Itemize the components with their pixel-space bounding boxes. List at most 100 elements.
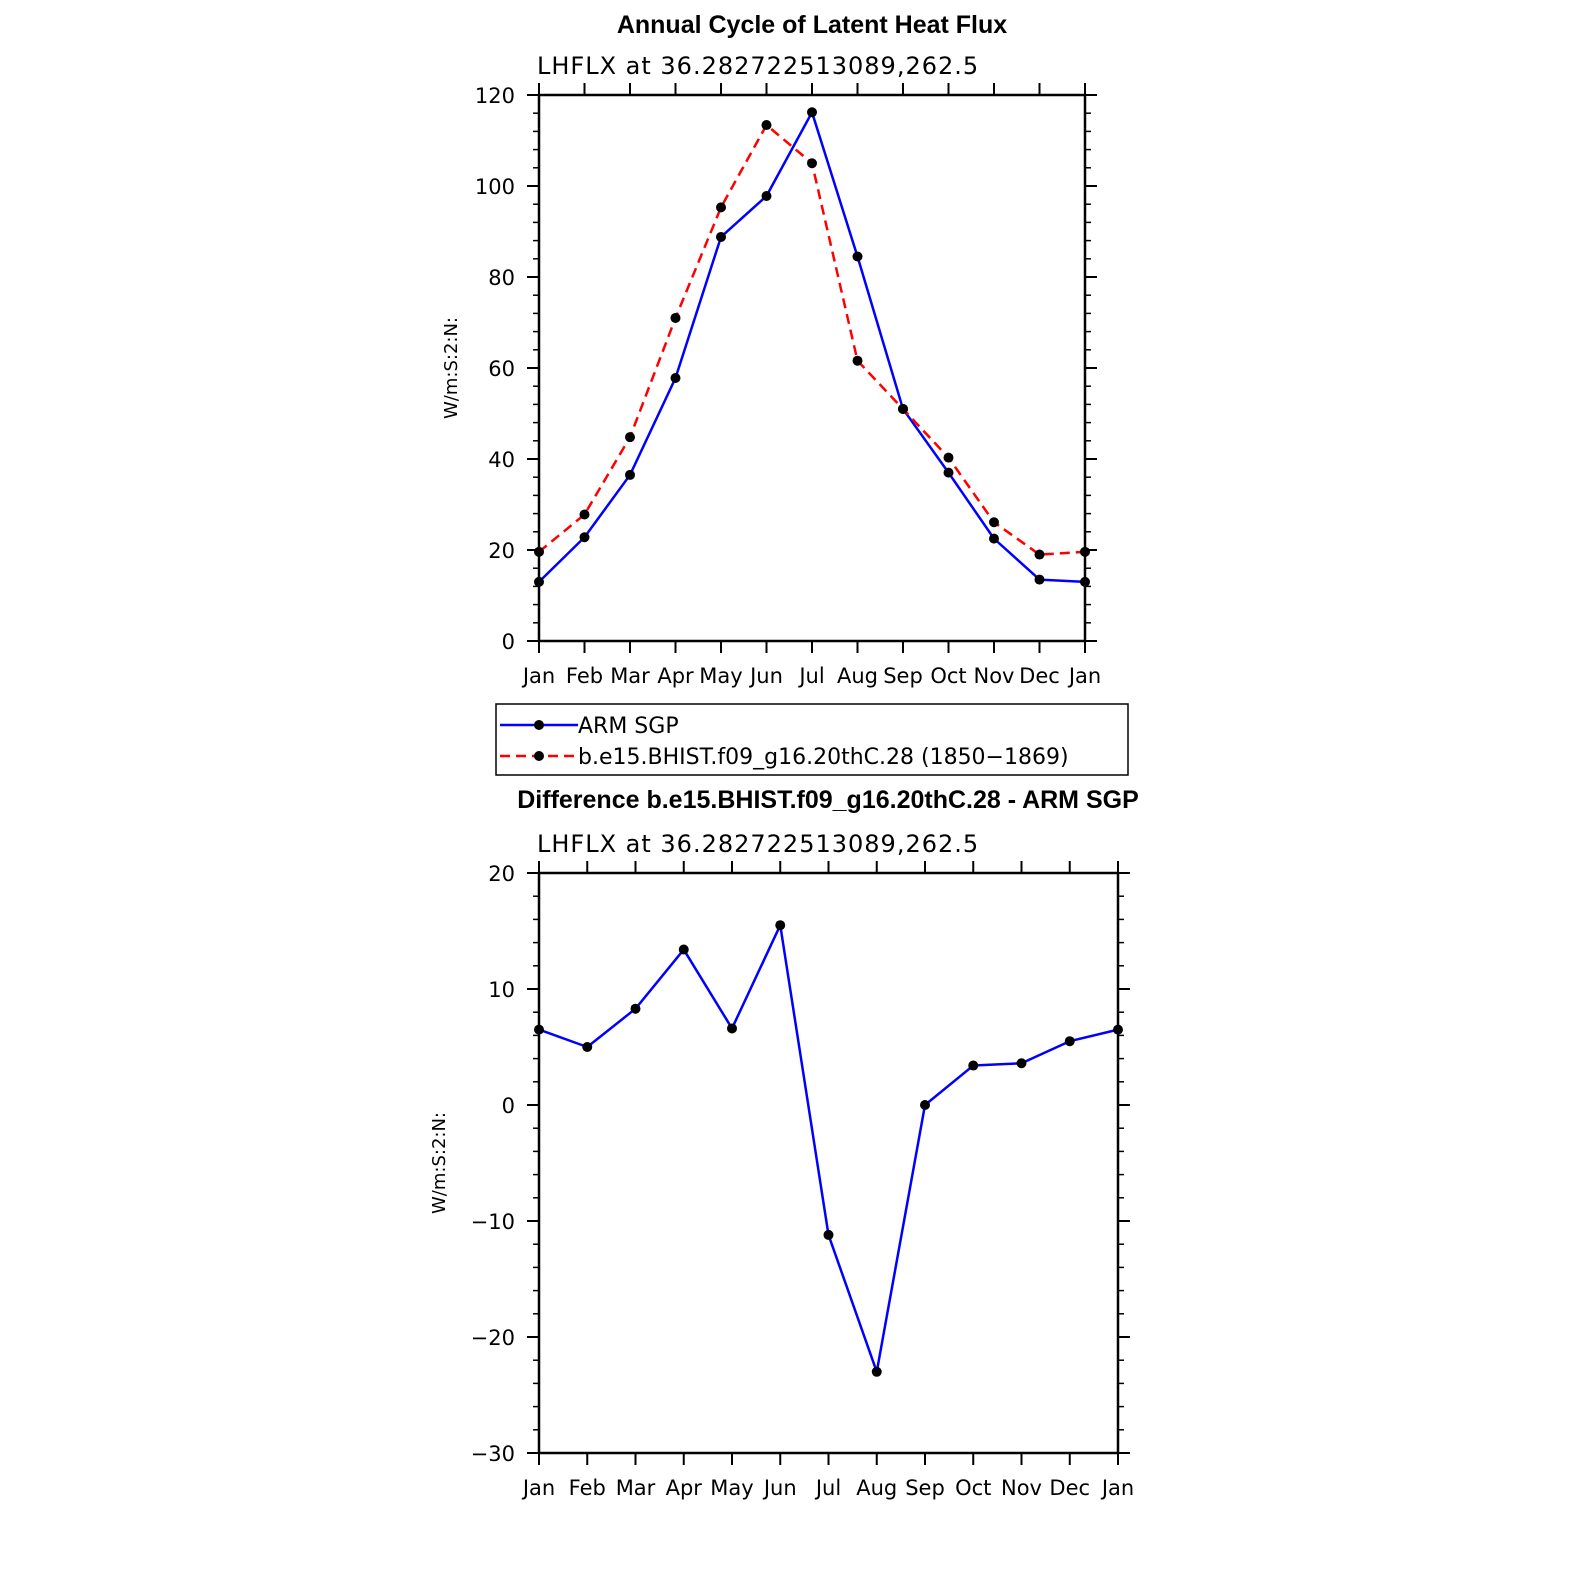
legend-marker-arm-sgp — [534, 720, 544, 730]
chart2-point-0 — [582, 1042, 593, 1052]
chart1-xtick-label: Sep — [883, 664, 923, 688]
chart2-series — [534, 920, 1123, 1377]
chart2-point-0 — [871, 1366, 882, 1377]
chart1-point-0 — [625, 469, 635, 480]
chart1-point-1 — [625, 432, 635, 443]
chart2-point-0 — [678, 944, 689, 955]
chart2-xtick-label: Aug — [856, 1476, 897, 1500]
chart1-xtick-label: Nov — [974, 664, 1015, 688]
chart1-subtitle: LHFLX at 36.282722513089,262.5 — [537, 52, 979, 80]
chart2-ytick-label: −20 — [471, 1326, 515, 1350]
chart2-ytick-label: 20 — [488, 862, 515, 886]
chart1-xtick-label: Jan — [1067, 664, 1101, 688]
chart1-xtick-label: Oct — [930, 664, 966, 688]
chart2-point-0 — [727, 1023, 737, 1034]
chart2-point-0 — [968, 1060, 979, 1071]
chart1-ytick-label: 120 — [475, 84, 515, 108]
legend-label-model: b.e15.BHIST.f09_g16.20thC.28 (1850−1869) — [578, 745, 1069, 770]
chart2-xtick-label: Oct — [955, 1476, 991, 1500]
chart1-series — [534, 107, 1090, 587]
chart2-title: Difference b.e15.BHIST.f09_g16.20thC.28 … — [517, 786, 1139, 814]
chart2-ytick-label: −10 — [471, 1210, 515, 1234]
chart1-axes: 0 20 40 60 80 100 120 Jan Feb Mar Apr May Jun Jul Aug S… — [475, 83, 1101, 688]
chart2-point-0 — [775, 920, 786, 931]
chart1-series-line-0 — [538, 111, 1086, 584]
chart1-series-line-1 — [538, 123, 1086, 556]
chart2-point-0 — [630, 1003, 641, 1014]
chart1-point-1 — [989, 517, 999, 528]
chart1-title: Annual Cycle of Latent Heat Flux — [617, 11, 1007, 39]
chart2-xtick-label: Sep — [905, 1476, 945, 1500]
chart1-ylabel: W/m:S:2:N: — [441, 317, 462, 419]
chart1-point-0 — [989, 533, 999, 544]
chart1-legend: ARM SGP b.e15.BHIST.f09_g16.20thC.28 (18… — [495, 703, 1129, 776]
chart1-ytick-label: 0 — [502, 630, 515, 654]
chart2-xtick-label: Feb — [569, 1476, 606, 1500]
chart2-point-0 — [1016, 1058, 1027, 1069]
chart1-ytick-label: 40 — [488, 448, 515, 472]
chart1-xtick-label: Jul — [797, 664, 824, 688]
chart1-xtick-label: Mar — [610, 664, 650, 688]
chart1-point-1 — [1034, 549, 1045, 560]
chart1-xtick-label: Feb — [566, 664, 603, 688]
chart2-point-0 — [823, 1229, 834, 1240]
chart1-point-0 — [1080, 576, 1090, 587]
chart2-xtick-label: Apr — [666, 1476, 703, 1500]
chart2-xtick-label: Jan — [1100, 1476, 1134, 1500]
chart2-point-0 — [920, 1100, 930, 1110]
chart1-xtick-label: Dec — [1019, 664, 1060, 688]
annual-cycle-chart: Annual Cycle of Latent Heat Flux LHFLX a… — [441, 11, 1101, 688]
chart1-point-1 — [534, 546, 544, 557]
chart2-xtick-label: Jul — [814, 1476, 841, 1500]
chart1-ytick-label: 80 — [488, 266, 515, 290]
chart1-point-0 — [1034, 574, 1045, 585]
chart1-ytick-label: 100 — [475, 175, 515, 199]
chart1-point-1 — [898, 403, 908, 414]
chart1-point-0 — [852, 251, 863, 262]
chart1-point-1 — [807, 158, 817, 169]
chart1-point-0 — [761, 191, 772, 202]
chart1-xtick-label: May — [699, 664, 742, 688]
legend-label-arm-sgp: ARM SGP — [578, 714, 679, 739]
chart2-ytick-label: −30 — [471, 1442, 515, 1466]
chart1-point-1 — [670, 312, 681, 323]
chart2-series-line-0 — [538, 923, 1119, 1374]
chart1-point-0 — [716, 231, 726, 242]
chart1-ytick-label: 60 — [488, 357, 515, 381]
chart1-xtick-label: Aug — [837, 664, 878, 688]
chart2-xtick-label: Mar — [616, 1476, 656, 1500]
chart1-point-1 — [943, 452, 954, 463]
chart1-point-1 — [1080, 546, 1090, 557]
chart2-xtick-label: May — [710, 1476, 753, 1500]
chart1-point-1 — [579, 509, 590, 520]
chart1-ytick-label: 20 — [488, 539, 515, 563]
chart1-xtick-label: Jan — [521, 664, 555, 688]
chart2-subtitle: LHFLX at 36.282722513089,262.5 — [537, 830, 979, 858]
chart1-point-0 — [943, 467, 954, 478]
chart1-point-0 — [579, 532, 590, 543]
chart1-point-1 — [716, 202, 726, 213]
chart2-ytick-label: 10 — [488, 978, 515, 1002]
chart2-xtick-label: Nov — [1001, 1476, 1042, 1500]
legend-box — [495, 703, 1129, 776]
chart1-point-0 — [534, 576, 544, 587]
chart2-point-0 — [1064, 1036, 1075, 1047]
chart1-point-0 — [807, 107, 817, 118]
chart1-xtick-label: Apr — [657, 664, 694, 688]
legend-marker-model — [534, 751, 544, 761]
chart2-xtick-label: Jun — [762, 1476, 797, 1500]
difference-chart: Difference b.e15.BHIST.f09_g16.20thC.28 … — [429, 786, 1139, 1500]
chart2-xtick-label: Jan — [521, 1476, 555, 1500]
chart1-point-1 — [852, 355, 863, 366]
chart1-point-0 — [670, 373, 681, 384]
chart2-point-0 — [1113, 1024, 1123, 1035]
chart2-frame — [537, 871, 1120, 1455]
chart2-axes: −30 −20 −10 0 10 20 Jan Feb Mar Apr May Jun Jul Aug Se… — [471, 861, 1134, 1500]
chart1-frame — [537, 93, 1087, 643]
chart2-ylabel: W/m:S:2:N: — [429, 1112, 450, 1214]
chart1-xtick-label: Jun — [748, 664, 783, 688]
chart2-ytick-label: 0 — [502, 1094, 515, 1118]
chart2-xtick-label: Dec — [1049, 1476, 1090, 1500]
chart2-point-0 — [534, 1024, 544, 1035]
